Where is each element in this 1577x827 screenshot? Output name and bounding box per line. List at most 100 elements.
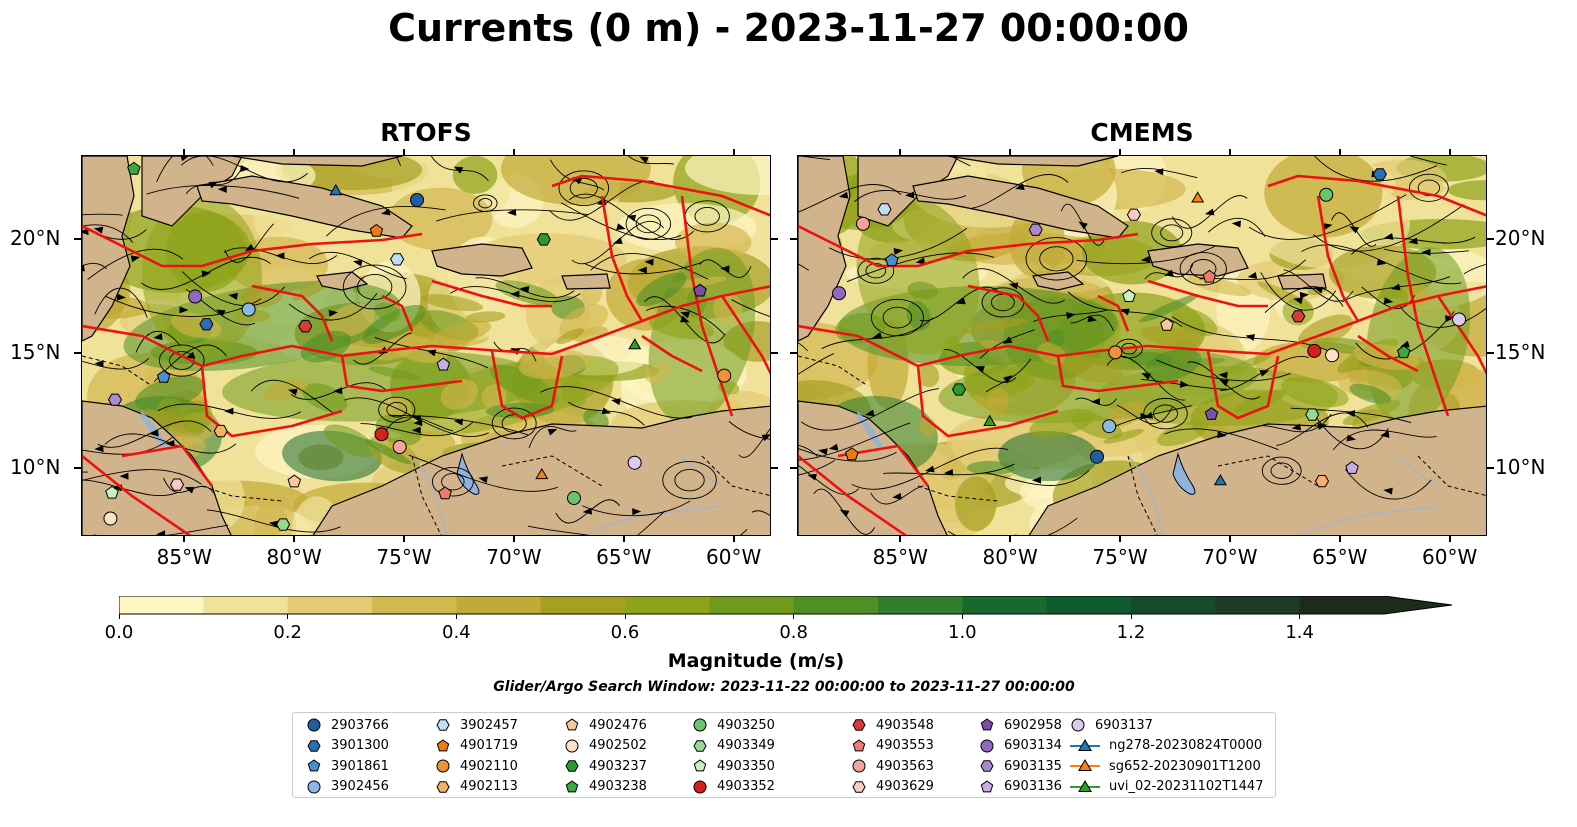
colorbar-tick-label: 0.4 <box>442 622 471 643</box>
legend-item: 4902113 <box>434 777 518 797</box>
lat-tick-mark <box>790 352 797 355</box>
colorbar-segment <box>625 596 710 614</box>
legend-label: 4903250 <box>717 717 775 733</box>
lon-tick-label: 65°W <box>596 545 652 569</box>
argo-float-icon <box>307 718 321 732</box>
figure-title: Currents (0 m) - 2023-11-27 00:00:00 <box>388 6 1189 50</box>
lon-tick-mark <box>732 536 735 542</box>
colorbar-tick-mark <box>1130 614 1132 619</box>
colorbar-tick-mark <box>793 614 795 619</box>
colorbar-segment <box>709 596 795 614</box>
lon-tick-label: 80°W <box>982 545 1038 569</box>
lon-tick-mark <box>512 536 515 542</box>
colorbar-segment <box>1299 596 1385 614</box>
legend-label: 4901719 <box>460 738 518 753</box>
legend-item: 3901861 <box>305 756 389 776</box>
colorbar-segment <box>540 596 626 614</box>
lon-tick-label: 70°W <box>486 545 542 569</box>
legend-item: 4903553 <box>850 736 934 756</box>
lat-tick-label: 15°N <box>1495 340 1546 365</box>
legend-label: 6903134 <box>1004 738 1062 753</box>
colorbar-segment <box>1131 596 1216 614</box>
lat-tick-label: 10°N <box>1495 454 1546 479</box>
legend-item: 4901719 <box>434 736 518 756</box>
legend-item: 4903350 <box>691 756 775 776</box>
lon-tick-mark <box>293 536 296 542</box>
argo-float-icon <box>852 759 866 773</box>
colorbar-tick-mark <box>455 614 457 619</box>
legend-label: 6903137 <box>1095 717 1153 733</box>
argo-float-icon <box>307 759 321 772</box>
argo-float-icon <box>436 719 450 731</box>
colorbar-segment <box>456 596 542 614</box>
legend-item: 6903137 <box>1069 715 1153 735</box>
legend-item: 4903352 <box>691 777 775 797</box>
panel-title-rtofs: RTOFS <box>380 118 472 147</box>
lat-tick-mark <box>74 466 81 469</box>
argo-float-icon <box>307 780 321 793</box>
lon-tick-mark <box>293 149 296 155</box>
legend-item: 4902476 <box>563 715 647 735</box>
legend-label: 4903352 <box>717 779 775 794</box>
argo-float-icon <box>980 718 994 731</box>
colorbar-extend-arrow <box>1384 596 1452 614</box>
legend-item: 3902456 <box>305 777 389 797</box>
lat-tick-mark <box>771 466 778 469</box>
lon-tick-label: 80°W <box>266 545 322 569</box>
colorbar-segment <box>119 596 204 614</box>
colorbar-tick-label: 0.8 <box>779 622 808 643</box>
lon-tick-mark <box>1009 536 1012 542</box>
legend-item: 4903250 <box>691 715 775 735</box>
legend-label: 3902456 <box>331 779 389 794</box>
lon-tick-label: 60°W <box>706 545 762 569</box>
legend-item: 6903135 <box>978 756 1062 776</box>
lon-tick-mark <box>1228 149 1231 155</box>
legend-label: 4903563 <box>876 758 934 774</box>
lat-tick-label: 15°N <box>10 340 61 365</box>
lat-tick-mark <box>790 238 797 241</box>
colorbar-tick-mark <box>118 614 120 619</box>
lon-tick-mark <box>899 536 902 542</box>
lon-tick-mark <box>1338 149 1341 155</box>
lon-tick-mark <box>403 536 406 542</box>
argo-float-icon <box>565 739 579 752</box>
argo-float-icon <box>565 718 579 731</box>
legend-label: 4903548 <box>876 717 934 733</box>
glider-track-icon <box>1070 738 1100 751</box>
colorbar-segment <box>1215 596 1301 614</box>
legend-item: 3902457 <box>434 715 518 735</box>
legend-item: sg652-20230901T1200 <box>1069 756 1261 776</box>
rtofs-map <box>81 155 771 536</box>
argo-float-icon <box>307 739 321 752</box>
colorbar-tick-label: 0.2 <box>273 622 302 643</box>
legend-item: 3901300 <box>305 736 389 756</box>
lon-tick-label: 75°W <box>1092 545 1148 569</box>
colorbar-tick-label: 1.2 <box>1116 622 1146 643</box>
lat-tick-mark <box>74 352 81 355</box>
lon-tick-mark <box>1338 536 1341 542</box>
lat-tick-mark <box>1487 238 1494 241</box>
legend-item: 4903237 <box>563 756 647 776</box>
legend-item: 6903134 <box>978 736 1062 756</box>
legend-label: uvi_02-20231102T1447 <box>1109 779 1264 794</box>
legend-label: sg652-20230901T1200 <box>1109 758 1261 774</box>
lat-tick-mark <box>1487 466 1494 469</box>
legend-item: ng278-20230824T0000 <box>1069 736 1262 756</box>
lon-tick-label: 85°W <box>872 545 928 569</box>
legend-label: 4903237 <box>589 758 647 774</box>
legend-label: 3901861 <box>331 758 389 774</box>
argo-float-icon <box>852 719 866 731</box>
argo-float-icon <box>852 780 866 793</box>
argo-float-icon <box>565 779 579 792</box>
legend-item: 6903136 <box>978 777 1062 797</box>
legend-item: 4903548 <box>850 715 934 735</box>
lon-tick-label: 65°W <box>1312 545 1368 569</box>
lon-tick-mark <box>732 149 735 155</box>
legend-label: 4903553 <box>876 738 934 753</box>
lon-tick-mark <box>1119 536 1122 542</box>
legend-label: 6902958 <box>1004 717 1062 733</box>
lat-tick-label: 20°N <box>10 226 61 251</box>
legend-item: 4903349 <box>691 736 775 756</box>
colorbar-segment <box>203 596 289 614</box>
colorbar-segment <box>372 596 457 614</box>
